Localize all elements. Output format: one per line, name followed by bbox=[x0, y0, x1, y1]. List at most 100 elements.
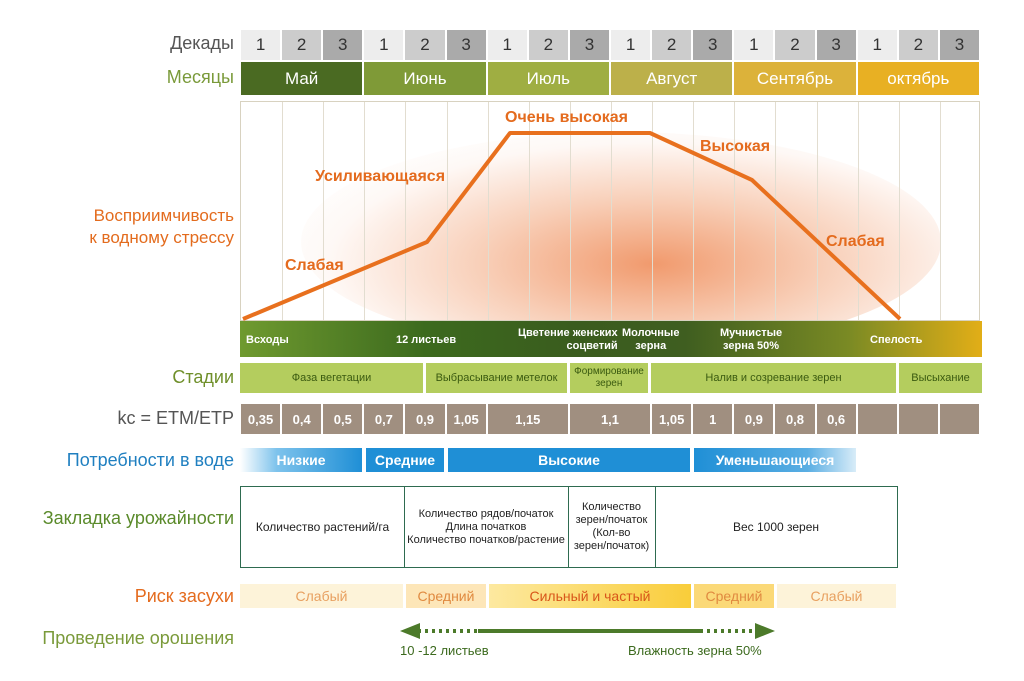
growth-label-12-leaves: 12 листьев bbox=[396, 334, 457, 346]
stages-row-label: Стадии bbox=[172, 367, 234, 387]
curve-label-very-high: Очень высокая bbox=[505, 109, 628, 126]
panel-gridline bbox=[652, 102, 654, 320]
decade-cell: 2 bbox=[405, 30, 445, 60]
decades-row-label: Декады bbox=[170, 33, 234, 53]
decade-cell: 2 bbox=[528, 30, 568, 60]
decade-cell: 3 bbox=[446, 30, 486, 60]
month-cell: Июнь bbox=[364, 62, 486, 95]
decade-cell: 3 bbox=[939, 30, 979, 60]
kc-cell: 0,8 bbox=[775, 404, 815, 434]
drought-risk-medium-1: Средний bbox=[406, 584, 486, 608]
panel-gridline bbox=[323, 102, 325, 320]
irrigation-start-label: 10 -12 листьев bbox=[400, 643, 489, 658]
drought-risk-weak-1: Слабый bbox=[240, 584, 403, 608]
panel-gridline bbox=[487, 102, 489, 320]
months-row-label: Месяцы bbox=[166, 67, 234, 87]
drought-risk-strong: Сильный и частый bbox=[489, 584, 691, 608]
panel-gridline bbox=[939, 102, 941, 320]
water-needs-high: Высокие bbox=[448, 448, 690, 472]
water-needs-row-label: Потребности в воде bbox=[66, 450, 234, 470]
susceptibility-curve bbox=[242, 131, 902, 321]
yield-rows-length-ears: Количество рядов/початок Длина початков … bbox=[404, 486, 569, 568]
month-cell: Сентябрь bbox=[734, 62, 856, 95]
kc-cell: 1,15 bbox=[487, 404, 568, 434]
kc-cell: 1,05 bbox=[652, 404, 692, 434]
decade-cell: 1 bbox=[241, 30, 281, 60]
growth-label-ripeness: Спелость bbox=[870, 334, 923, 346]
water-needs-low: Низкие bbox=[240, 448, 362, 472]
growth-label-milky: Молочные зерна bbox=[622, 327, 680, 352]
kc-cell bbox=[857, 404, 897, 434]
kc-cell: 0,6 bbox=[816, 404, 856, 434]
yield-plants-per-ha: Количество растений/га bbox=[240, 486, 405, 568]
stage-grain-formation: Формирование зерен bbox=[570, 363, 648, 393]
panel-gridline bbox=[569, 102, 571, 320]
yield-1000-kernel-weight: Вес 1000 зерен bbox=[655, 486, 898, 568]
decade-cell: 1 bbox=[734, 30, 774, 60]
panel-gridline bbox=[775, 102, 777, 320]
month-cell: Август bbox=[611, 62, 733, 95]
kc-cell: 0,4 bbox=[282, 404, 322, 434]
drought-risk-weak-2: Слабый bbox=[777, 584, 896, 608]
decade-cell: 1 bbox=[487, 30, 527, 60]
growth-label-flowering: Цветение женских соцветий bbox=[518, 327, 618, 352]
irrigation-row-label: Проведение орошения bbox=[42, 628, 234, 648]
panel-gridline bbox=[611, 102, 612, 320]
kc-cell: 0,7 bbox=[364, 404, 404, 434]
panel-gridline bbox=[734, 102, 736, 320]
kc-cell: 0,35 bbox=[241, 404, 281, 434]
decade-cell: 3 bbox=[816, 30, 856, 60]
growth-label-mealy: Мучнистые зерна 50% bbox=[720, 327, 783, 352]
curve-label-weak-start: Слабая bbox=[285, 257, 344, 274]
decade-cell: 1 bbox=[611, 30, 651, 60]
curve-label-weak-end: Слабая bbox=[826, 233, 885, 250]
panel-gridline bbox=[898, 102, 900, 320]
decade-cell: 2 bbox=[898, 30, 938, 60]
decade-cell: 3 bbox=[569, 30, 609, 60]
panel-gridline bbox=[282, 102, 284, 320]
panel-gridline bbox=[816, 102, 818, 320]
panel-gridline bbox=[693, 102, 695, 320]
kc-cell: 1,05 bbox=[446, 404, 486, 434]
decade-cell: 3 bbox=[693, 30, 733, 60]
susceptibility-row-label: Восприимчивость к водному стрессу bbox=[89, 206, 234, 247]
panel-gridline bbox=[405, 102, 407, 320]
stage-drying: Высыхание bbox=[899, 363, 982, 393]
month-cell: Июль bbox=[487, 62, 609, 95]
irrigation-end-label: Влажность зерна 50% bbox=[628, 643, 762, 658]
kc-cell bbox=[898, 404, 938, 434]
panel-gridline bbox=[446, 102, 448, 320]
kc-cell: 1 bbox=[693, 404, 733, 434]
growth-label-emergence: Всходы bbox=[246, 334, 289, 346]
decade-cell: 1 bbox=[364, 30, 404, 60]
decade-cell: 2 bbox=[652, 30, 692, 60]
panel-gridline bbox=[528, 102, 530, 320]
month-cell: Май bbox=[241, 62, 363, 95]
yield-row-label: Закладка урожайности bbox=[42, 508, 234, 528]
kc-cell: 0,9 bbox=[734, 404, 774, 434]
decade-cell: 1 bbox=[857, 30, 897, 60]
kc-cell: 0,5 bbox=[323, 404, 363, 434]
kc-cell: 1,1 bbox=[569, 404, 651, 434]
stage-tasseling: Выбрасывание метелок bbox=[426, 363, 567, 393]
kc-cell: 0,9 bbox=[405, 404, 445, 434]
decade-cell: 2 bbox=[282, 30, 322, 60]
water-needs-medium: Средние bbox=[366, 448, 444, 472]
curve-label-high: Высокая bbox=[700, 138, 771, 155]
stage-grain-filling: Налив и созревание зерен bbox=[651, 363, 896, 393]
drought-risk-medium-2: Средний bbox=[694, 584, 774, 608]
susceptibility-panel bbox=[240, 101, 980, 321]
month-cell: октябрь bbox=[857, 62, 979, 95]
panel-gridline bbox=[857, 102, 859, 320]
decade-cell: 2 bbox=[775, 30, 815, 60]
yield-kernels-per-ear: Количество зерен/початок (Кол-во зерен/п… bbox=[568, 486, 656, 568]
drought-risk-row-label: Риск засухи bbox=[134, 586, 234, 606]
decade-cell: 3 bbox=[323, 30, 363, 60]
stage-vegetation: Фаза вегетации bbox=[240, 363, 423, 393]
kc-cell bbox=[939, 404, 979, 434]
panel-gridline bbox=[364, 102, 366, 320]
kc-row-label: kc = ETM/ETP bbox=[117, 408, 234, 428]
water-needs-decreasing: Уменьшающиеся bbox=[694, 448, 856, 472]
